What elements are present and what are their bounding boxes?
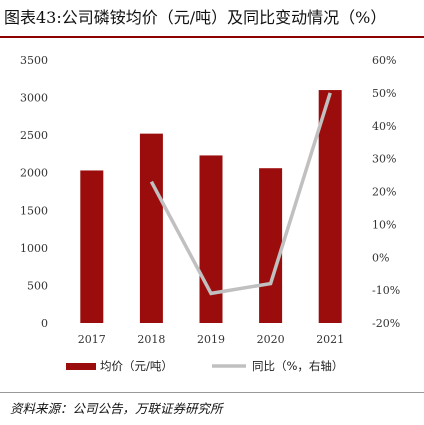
bar-2019 xyxy=(199,155,223,323)
left-tick-label: 3000 xyxy=(20,92,48,105)
chart-title: 图表43:公司磷铵均价（元/吨）及同比变动情况（%） xyxy=(4,8,387,27)
left-tick-label: 1500 xyxy=(20,204,48,217)
right-tick-label: 40% xyxy=(372,120,396,133)
right-axis-ticks: -20% -10% 0% 10% 20% 30% 40% 50% 60% xyxy=(372,54,400,330)
legend-label-bar: 均价（元/吨） xyxy=(100,359,173,373)
right-tick-label: 30% xyxy=(372,153,396,166)
right-tick-label: 10% xyxy=(372,218,396,231)
line-series xyxy=(149,92,332,296)
left-tick-label: 0 xyxy=(41,317,48,330)
left-tick-label: 3500 xyxy=(20,54,48,67)
combo-chart: 0 500 1000 1500 2000 2500 3000 3500 -20% -10% 0% 1… xyxy=(20,54,400,373)
left-axis-ticks: 0 500 1000 1500 2000 2500 3000 3500 xyxy=(20,54,48,330)
footer-divider xyxy=(0,392,424,393)
bar-series xyxy=(80,90,342,323)
right-tick-label: -10% xyxy=(372,284,400,297)
right-tick-label: 50% xyxy=(372,87,396,100)
title-divider xyxy=(0,36,424,38)
x-tick-label: 2020 xyxy=(257,333,285,346)
right-tick-label: 20% xyxy=(372,186,396,199)
x-tick-label: 2018 xyxy=(137,333,165,346)
left-tick-label: 1000 xyxy=(20,242,48,255)
legend-label-line: 同比（%，右轴） xyxy=(252,359,343,373)
left-tick-label: 500 xyxy=(27,279,48,292)
legend-swatch-bar xyxy=(66,363,96,370)
bar-2017 xyxy=(80,170,104,323)
yoy-line xyxy=(149,92,332,296)
x-tick-label: 2019 xyxy=(197,333,225,346)
right-tick-label: -20% xyxy=(372,317,400,330)
legend: 均价（元/吨） 同比（%，右轴） xyxy=(66,359,343,373)
right-tick-label: 60% xyxy=(372,54,396,67)
bar-2020 xyxy=(259,168,283,323)
x-tick-label: 2017 xyxy=(78,333,106,346)
source-note: 资料来源：公司公告，万联证券研究所 xyxy=(10,401,223,416)
bar-2018 xyxy=(139,133,163,323)
left-tick-label: 2000 xyxy=(20,167,48,180)
x-tick-label: 2021 xyxy=(316,333,344,346)
right-tick-label: 0% xyxy=(372,251,389,264)
bar-2021 xyxy=(318,90,342,323)
left-tick-label: 2500 xyxy=(20,129,48,142)
x-axis-ticks: 2017 2018 2019 2020 2021 xyxy=(78,333,344,346)
